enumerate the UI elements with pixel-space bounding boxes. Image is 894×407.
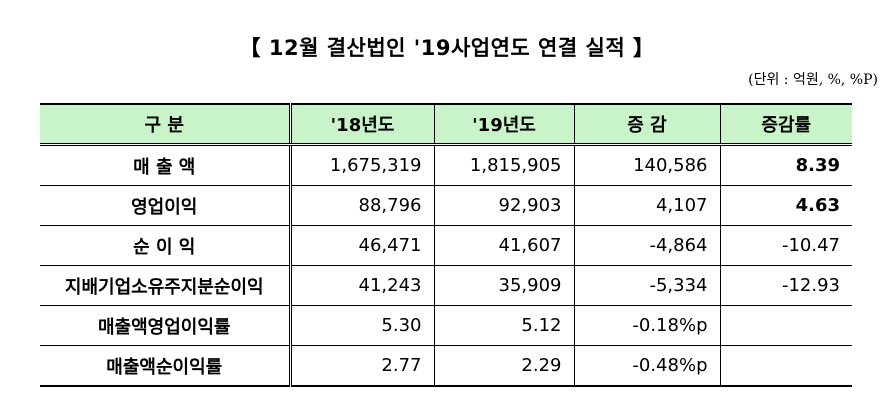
cell-2018: 46,471 <box>288 225 434 266</box>
header-2018: '18년도 <box>288 104 434 146</box>
cell-change-rate: 4.63 <box>719 185 852 226</box>
table-row: 매출액영업이익률 5.30 5.12 -0.18%p <box>40 305 852 346</box>
header-change-rate: 증감률 <box>719 104 852 146</box>
cell-change-rate: 8.39 <box>719 144 852 186</box>
cell-2018: 2.77 <box>288 345 434 387</box>
table-header-row: 구 분 '18년도 '19년도 증 감 증감률 <box>40 104 852 146</box>
table-row: 매출액순이익률 2.77 2.29 -0.48%p <box>40 345 852 387</box>
cell-change: -0.18%p <box>573 305 720 346</box>
cell-2019: 92,903 <box>433 185 574 226</box>
cell-change: -5,334 <box>573 265 720 306</box>
header-category: 구 분 <box>40 104 290 146</box>
cell-2019: 35,909 <box>433 265 574 306</box>
row-label: 지배기업소유주지분순이익 <box>40 265 290 306</box>
document-title: 【 12월 결산법인 '19사업연도 연결 실적 】 <box>239 36 655 60</box>
header-change: 증 감 <box>573 104 720 146</box>
header-2019: '19년도 <box>433 104 574 146</box>
cell-change: 140,586 <box>573 144 720 186</box>
table-row: 순 이 익 46,471 41,607 -4,864 -10.47 <box>40 225 852 266</box>
cell-change: -4,864 <box>573 225 720 266</box>
cell-change-rate: -12.93 <box>719 265 852 306</box>
cell-change-rate: -10.47 <box>719 225 852 266</box>
cell-2019: 5.12 <box>433 305 574 346</box>
cell-change: 4,107 <box>573 185 720 226</box>
cell-change-rate <box>719 345 852 387</box>
cell-change: -0.48%p <box>573 345 720 387</box>
cell-change-rate <box>719 305 852 346</box>
cell-2018: 1,675,319 <box>288 144 434 186</box>
unit-note: (단위 : 억원, %, %P) <box>748 72 878 88</box>
table-row: 지배기업소유주지분순이익 41,243 35,909 -5,334 -12.93 <box>40 265 852 306</box>
row-label: 영업이익 <box>40 185 290 226</box>
results-table: 구 분 '18년도 '19년도 증 감 증감률 매 출 액 1,675,319 … <box>40 103 852 387</box>
row-label: 매 출 액 <box>40 144 290 186</box>
row-label: 순 이 익 <box>40 225 290 266</box>
row-label: 매출액순이익률 <box>40 345 290 387</box>
cell-2019: 2.29 <box>433 345 574 387</box>
table-row: 매 출 액 1,675,319 1,815,905 140,586 8.39 <box>40 144 852 186</box>
table-row: 영업이익 88,796 92,903 4,107 4.63 <box>40 185 852 226</box>
cell-2019: 41,607 <box>433 225 574 266</box>
row-label: 매출액영업이익률 <box>40 305 290 346</box>
cell-2018: 88,796 <box>288 185 434 226</box>
cell-2018: 5.30 <box>288 305 434 346</box>
cell-2018: 41,243 <box>288 265 434 306</box>
cell-2019: 1,815,905 <box>433 144 574 186</box>
